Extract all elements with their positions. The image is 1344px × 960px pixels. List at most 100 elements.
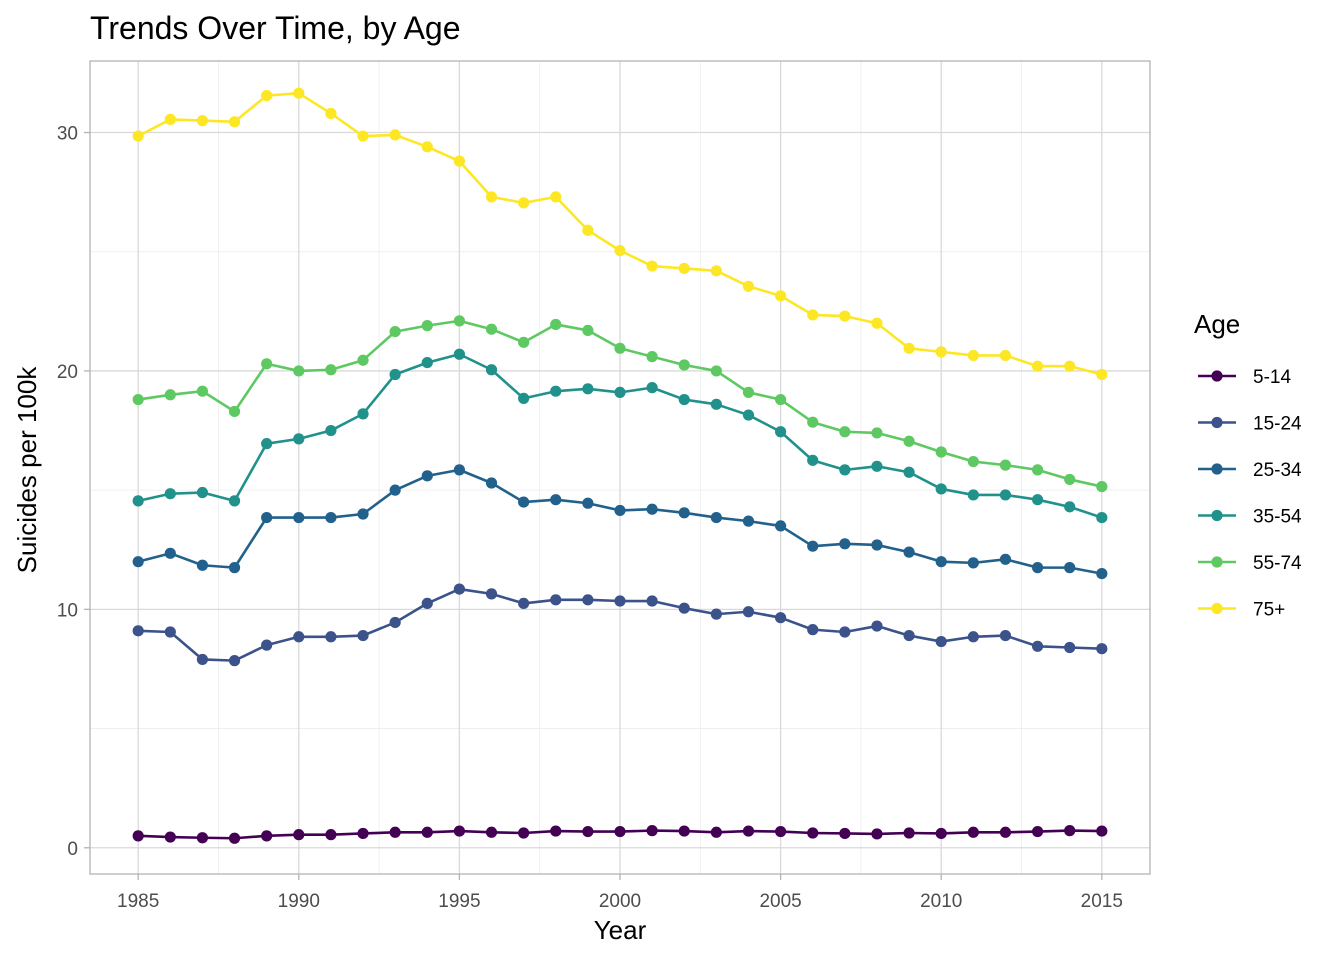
data-point	[228, 655, 241, 667]
data-point	[967, 826, 979, 838]
legend-label: 55-74	[1253, 553, 1302, 574]
data-point	[389, 326, 401, 338]
data-point	[678, 262, 690, 275]
data-point	[389, 484, 401, 496]
data-point	[1031, 825, 1044, 838]
series-55-74	[132, 315, 1108, 493]
data-point	[389, 368, 401, 381]
ticks: 0 10 20 30 1985 1990 1995 2000 2005 2010 2015	[57, 124, 1123, 912]
data-point	[646, 382, 658, 394]
data-point	[196, 559, 209, 571]
y-tick-label: 30	[57, 124, 78, 145]
data-point	[132, 830, 144, 842]
data-point	[742, 515, 755, 527]
data-point	[903, 342, 915, 354]
data-point	[164, 389, 176, 401]
grid	[90, 61, 1150, 874]
data-point	[196, 486, 209, 499]
data-point	[935, 827, 947, 840]
data-point	[357, 508, 369, 520]
legend-label: 75+	[1253, 600, 1285, 621]
data-point	[357, 408, 369, 420]
data-point	[357, 629, 369, 642]
data-point	[421, 141, 433, 153]
series-75+	[132, 87, 1108, 381]
data-point	[196, 115, 209, 127]
data-point	[1031, 360, 1044, 372]
data-point	[421, 356, 433, 369]
legend-label: 35-54	[1253, 507, 1302, 528]
data-point	[614, 342, 626, 354]
data-point	[614, 825, 626, 838]
data-point	[582, 497, 594, 509]
data-point	[325, 364, 337, 376]
data-point	[999, 826, 1012, 838]
data-point	[839, 310, 851, 322]
data-point	[871, 539, 883, 551]
data-point	[935, 556, 947, 568]
data-point	[903, 435, 915, 447]
data-point	[1064, 501, 1076, 513]
data-point	[614, 504, 626, 517]
legend-item: 75+	[1198, 600, 1285, 621]
data-point	[935, 446, 947, 458]
data-point	[582, 825, 594, 838]
legend-label: 15-24	[1253, 414, 1302, 435]
data-point	[357, 827, 369, 840]
data-point	[678, 602, 690, 614]
data-point	[196, 653, 209, 666]
data-point	[710, 398, 722, 410]
data-point	[807, 309, 819, 321]
series-35-54	[132, 348, 1108, 524]
data-point	[325, 107, 337, 120]
data-point	[775, 825, 787, 838]
y-tick-label: 20	[57, 362, 78, 383]
data-point	[453, 155, 465, 167]
data-point	[1096, 511, 1108, 524]
data-point	[807, 827, 819, 839]
data-point	[261, 511, 273, 524]
legend-item: 25-34	[1198, 460, 1302, 481]
legend-key-point	[1211, 509, 1223, 522]
data-point	[550, 318, 562, 331]
data-point	[293, 87, 305, 99]
data-point	[967, 489, 979, 501]
data-point	[903, 466, 915, 478]
data-point	[775, 520, 787, 532]
x-tick-label: 2010	[920, 891, 962, 912]
data-point	[228, 116, 241, 128]
data-point	[582, 594, 594, 606]
legend-item: 35-54	[1198, 507, 1302, 528]
data-point	[871, 460, 883, 472]
data-point	[678, 507, 690, 519]
data-point	[518, 827, 530, 839]
data-point	[550, 494, 562, 506]
data-point	[678, 359, 690, 371]
data-point	[775, 290, 787, 302]
data-point	[1031, 640, 1044, 652]
data-point	[903, 629, 915, 642]
data-point	[1096, 825, 1108, 837]
y-tick-label: 10	[57, 600, 78, 621]
data-point	[325, 631, 337, 643]
data-point	[807, 540, 819, 552]
data-point	[550, 385, 562, 397]
x-tick-label: 1985	[117, 891, 159, 912]
data-point	[614, 595, 626, 607]
data-point	[710, 608, 722, 620]
data-point	[999, 349, 1012, 362]
data-point	[871, 620, 883, 632]
data-point	[132, 495, 144, 507]
data-point	[839, 538, 851, 550]
data-point	[678, 393, 690, 406]
data-point	[999, 629, 1012, 642]
y-tick-label: 0	[67, 839, 78, 860]
series-5-14	[132, 825, 1108, 844]
data-point	[518, 597, 530, 609]
data-point	[518, 336, 530, 348]
data-point	[261, 639, 273, 651]
data-point	[293, 433, 305, 445]
series-layer	[132, 87, 1108, 844]
data-point	[1064, 360, 1076, 372]
data-point	[871, 828, 883, 840]
